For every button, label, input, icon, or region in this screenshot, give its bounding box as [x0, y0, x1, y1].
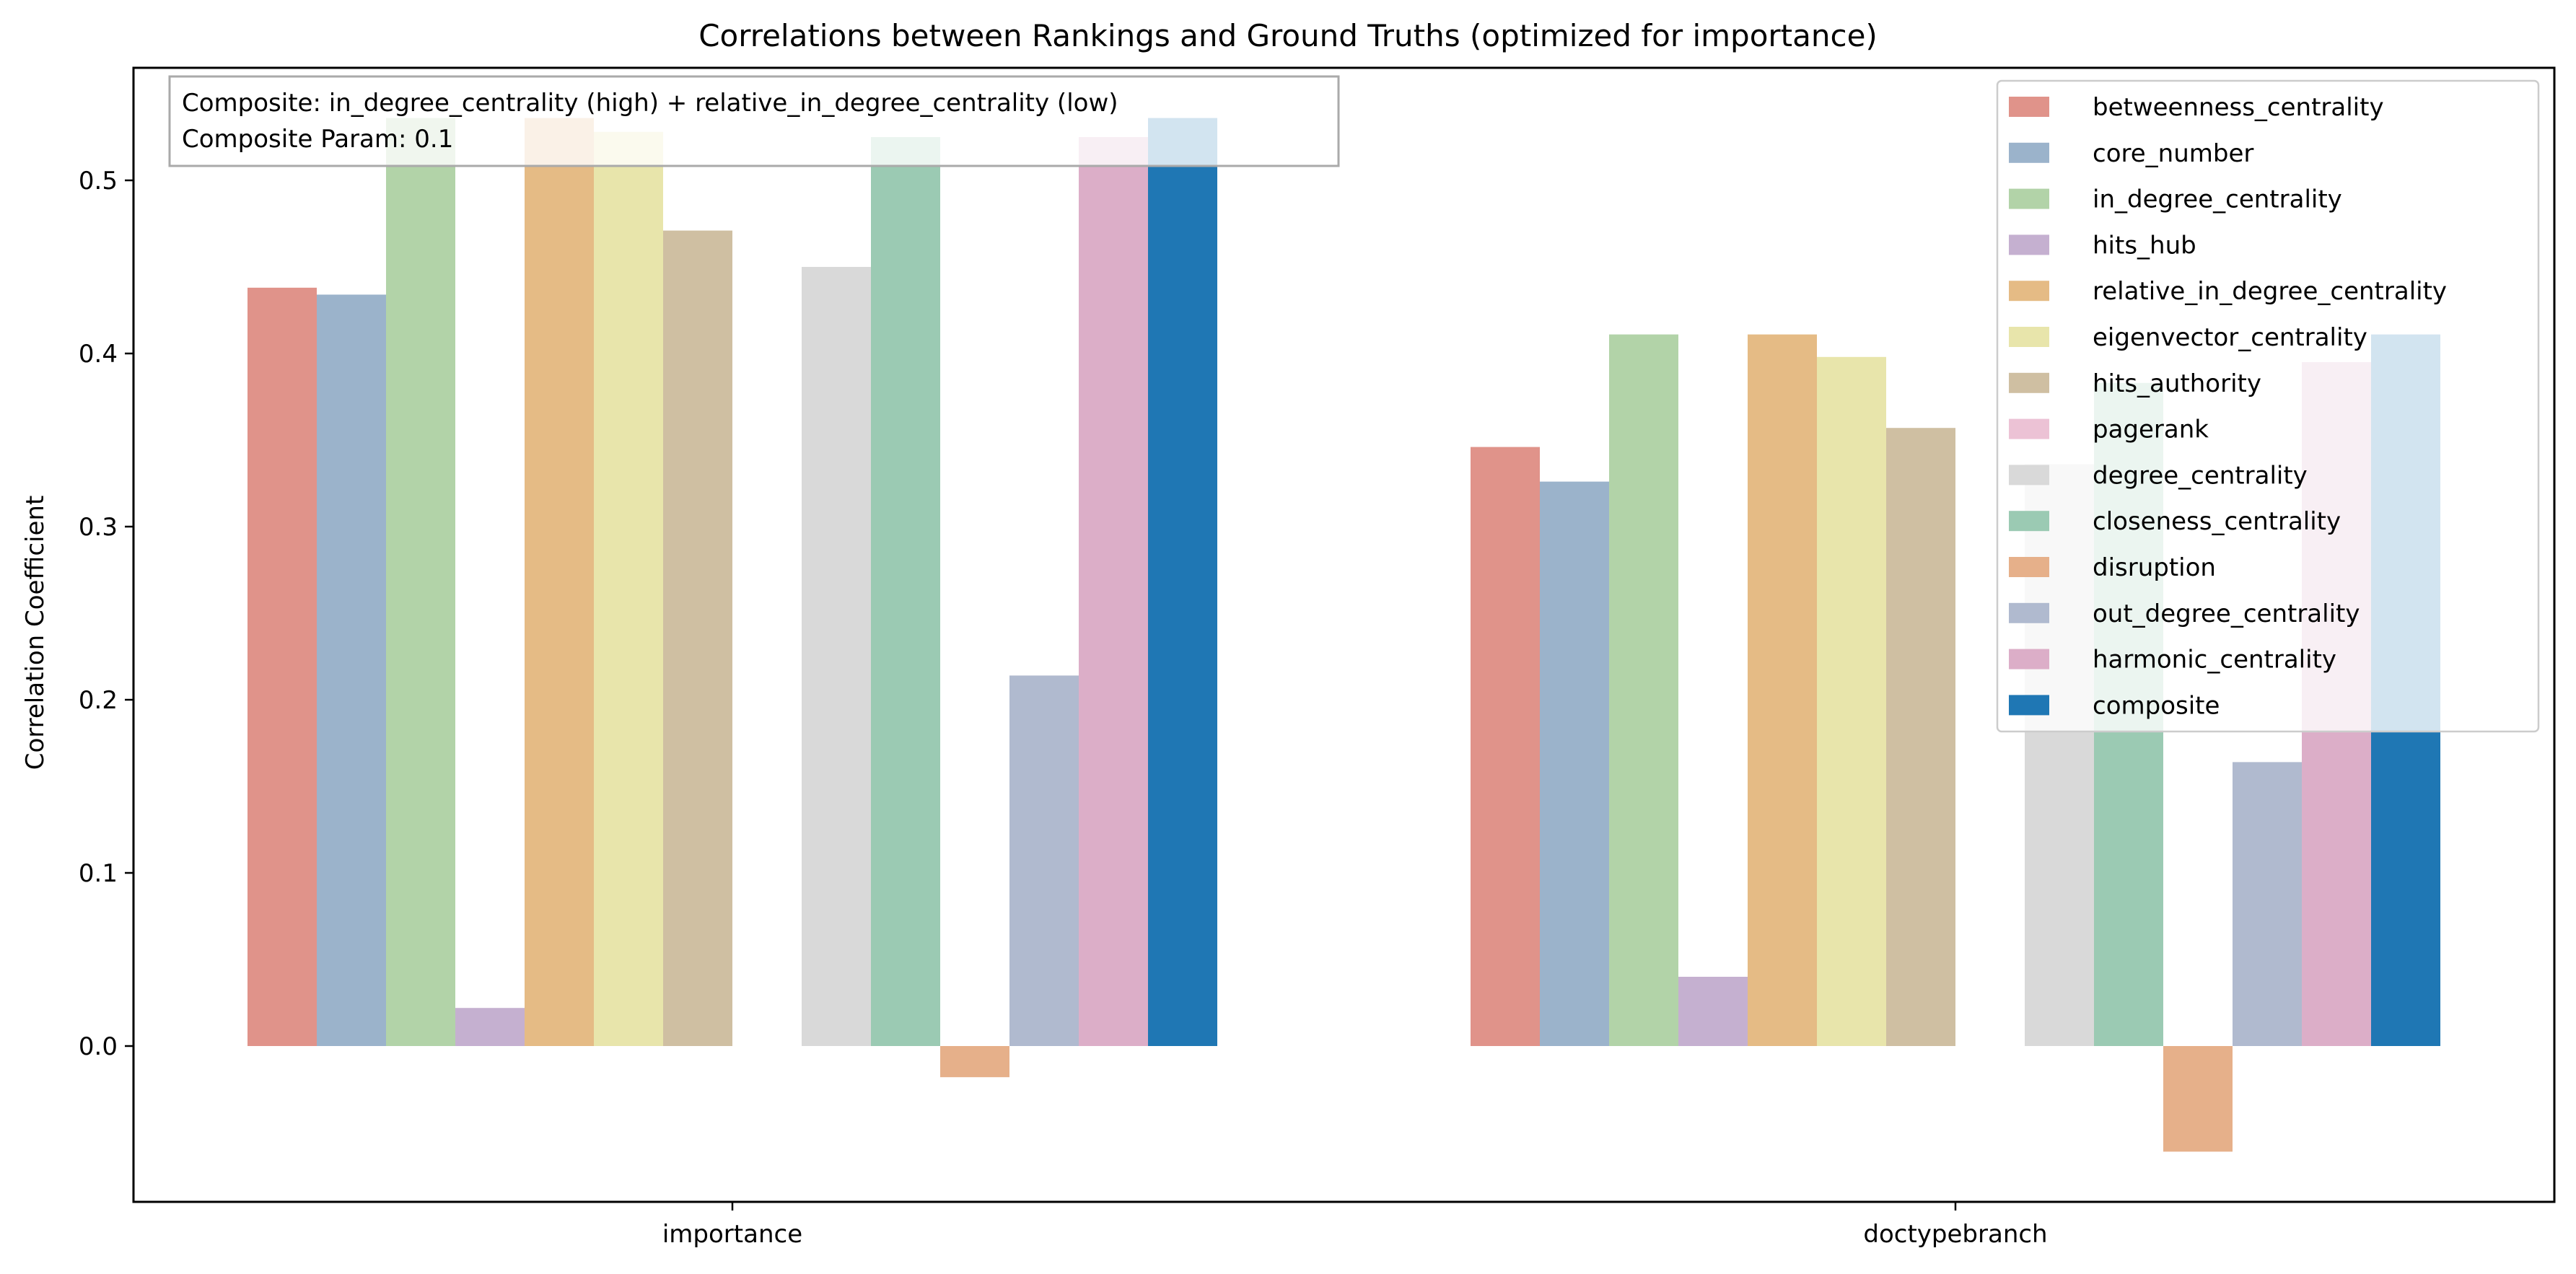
- bar-betweenness_centrality-importance: [247, 287, 317, 1046]
- series-relative_in_degree_centrality: [525, 118, 1817, 1047]
- bar-hits_hub-importance: [455, 1008, 525, 1046]
- y-tick-label: 0.5: [79, 167, 118, 196]
- legend-label-core_number: core_number: [2093, 139, 2253, 168]
- bar-eigenvector_centrality-importance: [594, 131, 663, 1046]
- bar-composite-importance: [1148, 118, 1217, 1047]
- legend-swatch-closeness_centrality: [2009, 511, 2049, 532]
- plot-area: [247, 118, 2440, 1152]
- bar-eigenvector_centrality-doctypebranch: [1817, 356, 1886, 1046]
- legend-swatch-core_number: [2009, 142, 2049, 163]
- composite-annotation: Composite: in_degree_centrality (high) +…: [168, 75, 1340, 167]
- legend-label-relative_in_degree_centrality: relative_in_degree_centrality: [2093, 277, 2447, 306]
- bar-in_degree_centrality-importance: [386, 118, 455, 1047]
- series-hits_authority: [663, 230, 1955, 1047]
- series-eigenvector_centrality: [594, 131, 1886, 1046]
- legend-label-closeness_centrality: closeness_centrality: [2093, 507, 2341, 536]
- annotation-box: [168, 75, 1340, 167]
- bar-betweenness_centrality-doctypebranch: [1471, 447, 1540, 1046]
- annotation-line-2: Composite Param: 0.1: [182, 125, 453, 154]
- legend-swatch-pagerank: [2009, 418, 2049, 439]
- legend-swatch-out_degree_centrality: [2009, 602, 2049, 623]
- legend-swatch-hits_hub: [2009, 234, 2049, 255]
- legend-label-disruption: disruption: [2093, 553, 2216, 582]
- legend-label-composite: composite: [2093, 691, 2220, 720]
- legend-swatch-in_degree_centrality: [2009, 188, 2049, 209]
- legend-swatch-disruption: [2009, 557, 2049, 577]
- bar-core_number-importance: [317, 294, 386, 1046]
- legend: betweenness_centrality core_number in_degr…: [1996, 79, 2540, 733]
- legend-swatch-betweenness_centrality: [2009, 97, 2049, 117]
- bar-degree_centrality-importance: [802, 267, 871, 1046]
- legend-label-in_degree_centrality: in_degree_centrality: [2093, 185, 2342, 214]
- legend-label-degree_centrality: degree_centrality: [2093, 461, 2308, 490]
- bar-hits_authority-importance: [663, 230, 732, 1047]
- series-disruption: [940, 1046, 2233, 1152]
- x-tick-label: importance: [662, 1220, 802, 1249]
- legend-swatch-composite: [2009, 695, 2049, 716]
- y-tick-label: 0.3: [79, 513, 118, 542]
- legend-swatch-eigenvector_centrality: [2009, 327, 2049, 347]
- series-core_number: [317, 294, 1609, 1046]
- axes: 0.0 0.1 0.2 0.3 0.4 0.5 importance doctypebranc…: [79, 66, 2556, 1249]
- bar-in_degree_centrality-doctypebranch: [1609, 334, 1678, 1047]
- bar-disruption-importance: [940, 1046, 1009, 1078]
- y-tick-label: 0.2: [79, 686, 118, 715]
- bar-harmonic_centrality-importance: [1079, 137, 1148, 1046]
- y-tick-label: 0.4: [79, 340, 118, 369]
- x-tick-label: doctypebranch: [1863, 1220, 2047, 1249]
- series-in_degree_centrality: [386, 118, 1678, 1047]
- series-out_degree_centrality: [1009, 675, 2302, 1046]
- y-axis-label: Correlation Coefficient: [21, 496, 50, 770]
- legend-label-pagerank: pagerank: [2093, 416, 2209, 444]
- legend-label-betweenness_centrality: betweenness_centrality: [2093, 93, 2384, 122]
- bar-out_degree_centrality-doctypebranch: [2233, 762, 2302, 1046]
- legend-swatch-relative_in_degree_centrality: [2009, 281, 2049, 302]
- legend-swatch-harmonic_centrality: [2009, 649, 2049, 669]
- bar-hits_authority-doctypebranch: [1886, 428, 1955, 1046]
- bar-relative_in_degree_centrality-doctypebranch: [1748, 334, 1817, 1047]
- legend-label-hits_hub: hits_hub: [2093, 231, 2196, 260]
- annotation-line-1: Composite: in_degree_centrality (high) +…: [182, 89, 1118, 118]
- bar-core_number-doctypebranch: [1540, 481, 1609, 1046]
- series-hits_hub: [455, 977, 1748, 1046]
- legend-swatch-hits_authority: [2009, 372, 2049, 393]
- y-tick-label: 0.1: [79, 859, 118, 888]
- bar-out_degree_centrality-importance: [1009, 675, 1079, 1046]
- legend-label-out_degree_centrality: out_degree_centrality: [2093, 599, 2360, 628]
- legend-label-harmonic_centrality: harmonic_centrality: [2093, 646, 2336, 675]
- bar-closeness_centrality-importance: [871, 137, 940, 1046]
- plot-frame: [132, 66, 2556, 1203]
- legend-swatch-degree_centrality: [2009, 465, 2049, 486]
- legend-frame: [1996, 79, 2540, 733]
- bar-hits_hub-doctypebranch: [1678, 977, 1748, 1046]
- legend-label-eigenvector_centrality: eigenvector_centrality: [2093, 323, 2367, 352]
- y-tick-label: 0.0: [79, 1032, 118, 1061]
- bar-relative_in_degree_centrality-importance: [525, 118, 594, 1047]
- legend-label-hits_authority: hits_authority: [2093, 369, 2261, 398]
- series-betweenness_centrality: [247, 287, 1540, 1046]
- chart-title: Correlations between Rankings and Ground…: [698, 18, 1878, 53]
- bar-disruption-doctypebranch: [2163, 1046, 2233, 1152]
